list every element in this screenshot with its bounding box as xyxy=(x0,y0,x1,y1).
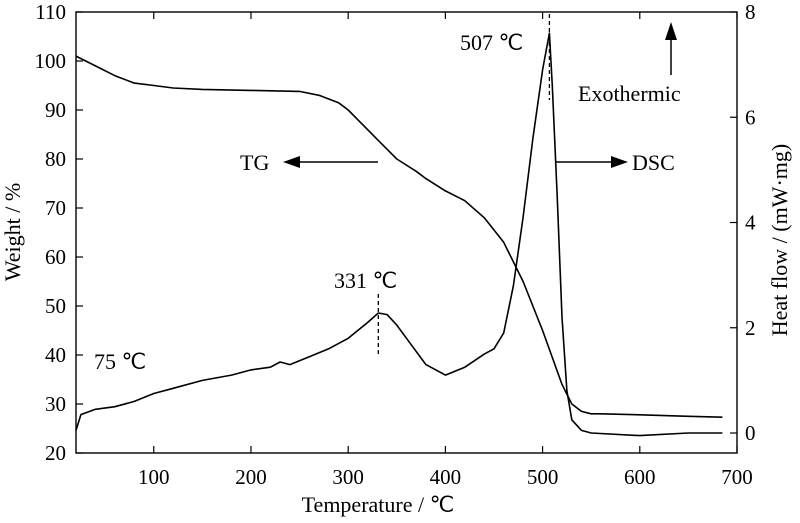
x-axis-title: Temperature / ℃ xyxy=(302,492,455,517)
x-tick-label: 700 xyxy=(721,465,753,489)
y-tick-label: 110 xyxy=(35,0,66,24)
x-tick-label: 500 xyxy=(527,465,559,489)
label-tg: TG xyxy=(240,150,269,175)
y2-tick-label: 6 xyxy=(745,105,756,129)
label-331c: 331 ℃ xyxy=(334,268,397,293)
y-tick-label: 40 xyxy=(45,343,66,367)
y-axis-title-right: Heat flow / (mW·mg) xyxy=(767,144,792,336)
y2-tick-label: 8 xyxy=(745,0,756,24)
tg-curve xyxy=(75,55,723,418)
x-tick-label: 100 xyxy=(138,465,170,489)
tg-arrow-icon xyxy=(283,156,300,168)
exothermic-arrow-icon xyxy=(665,22,677,40)
x-tick-label: 300 xyxy=(332,465,364,489)
annotation-layer: 75 ℃ 331 ℃ 507 ℃ Exothermic TG DSC xyxy=(94,14,681,374)
y-tick-label: 90 xyxy=(45,98,66,122)
y-tick-label: 100 xyxy=(35,49,67,73)
y2-tick-label: 0 xyxy=(745,421,756,445)
x-tick-label: 400 xyxy=(430,465,462,489)
y-tick-label: 30 xyxy=(45,392,66,416)
plot-frame xyxy=(75,11,738,454)
axis-ticks: 100 200 300 400 500 600 7002030405060708090100… xyxy=(35,0,757,489)
label-exothermic: Exothermic xyxy=(578,81,681,106)
y-tick-label: 80 xyxy=(45,147,66,171)
y2-tick-label: 2 xyxy=(745,316,756,340)
y-tick-label: 60 xyxy=(45,245,66,269)
series-layer xyxy=(75,32,723,437)
y-axis-title-left: Weight / % xyxy=(0,183,25,281)
y-tick-label: 50 xyxy=(45,294,66,318)
y-tick-label: 70 xyxy=(45,196,66,220)
dsc-curve xyxy=(75,32,723,437)
dsc-arrow-icon xyxy=(611,156,628,168)
label-dsc: DSC xyxy=(632,150,675,175)
label-507c: 507 ℃ xyxy=(460,30,523,55)
y2-tick-label: 4 xyxy=(745,211,756,235)
x-tick-label: 200 xyxy=(235,465,267,489)
x-tick-label: 600 xyxy=(624,465,656,489)
label-75c: 75 ℃ xyxy=(94,349,146,374)
y-tick-label: 20 xyxy=(45,441,66,465)
